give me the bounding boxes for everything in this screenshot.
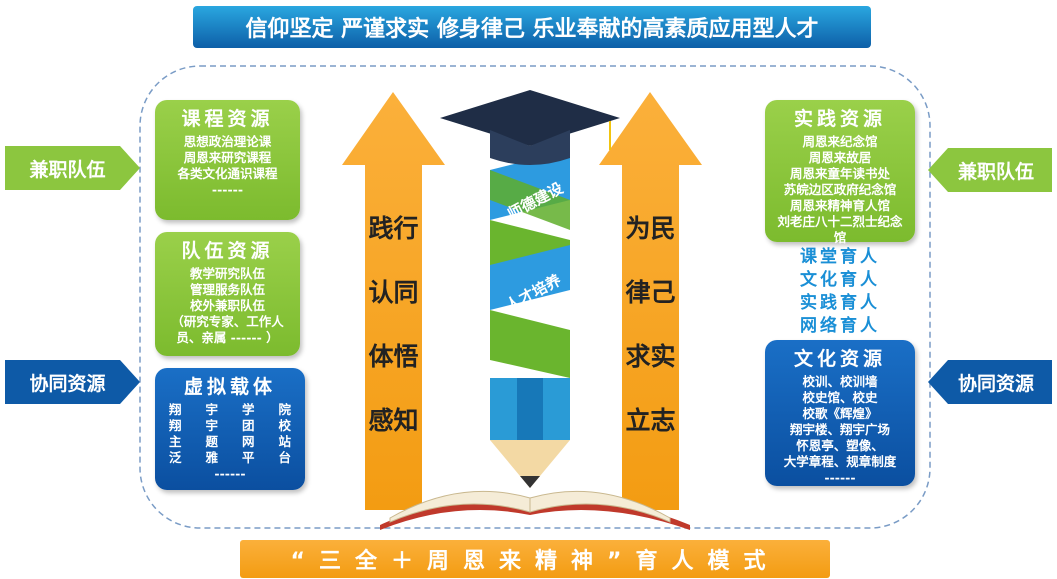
arrow-text: 践行 认同 体悟 感知 bbox=[365, 195, 422, 451]
panel-item: 翔宇团校 bbox=[169, 418, 291, 433]
side-label: 兼职队伍 bbox=[29, 158, 106, 181]
panel: 实践资源周恩来纪念馆 周恩来故居 周恩来童年读书处 苏皖边区政府纪念馆 周恩来精神育人馆… bbox=[765, 100, 915, 261]
panel-item: ------ bbox=[824, 246, 856, 261]
side-arrow bbox=[928, 148, 1052, 192]
panel-item: 怀恩亭、塑像、 bbox=[796, 438, 884, 453]
pencil-tip bbox=[490, 440, 570, 488]
panel-item: ------ bbox=[824, 470, 856, 485]
panel-item: 主题网站 bbox=[169, 434, 291, 449]
bottom-title: “三全＋周恩来精神”育人模式 bbox=[290, 549, 780, 574]
panel-item: 翔宇学院 bbox=[169, 402, 291, 417]
panel-item: 校歌《辉煌》 bbox=[802, 406, 878, 421]
panel: 虚拟载体翔宇学院 翔宇团校 主题网站 泛雅平台 ------ bbox=[155, 368, 305, 490]
panel-item: ------ bbox=[211, 182, 244, 197]
panel-title: 虚拟载体 bbox=[183, 376, 276, 398]
pencil-lead bbox=[520, 476, 540, 488]
panel-item: 校外兼职队伍 bbox=[189, 298, 265, 313]
panel-item: 周恩来精神育人馆 bbox=[789, 198, 890, 213]
panel-item: 各类文化通识课程 bbox=[177, 166, 278, 181]
book-pages bbox=[389, 490, 671, 523]
pencil-body bbox=[517, 378, 543, 440]
arrow-word: 求实 bbox=[625, 342, 676, 371]
mode-label: 实践育人 bbox=[800, 293, 880, 313]
helix-band bbox=[490, 170, 570, 230]
helix-band bbox=[490, 245, 570, 310]
panel-item: 校史馆、校史 bbox=[802, 390, 878, 405]
panel-item: 周恩来童年读书处 bbox=[789, 166, 890, 181]
panel-item: ------ bbox=[214, 466, 246, 481]
panel-title: 队伍资源 bbox=[181, 240, 274, 262]
dashed-frame bbox=[139, 65, 931, 529]
arrow-word: 认同 bbox=[368, 278, 419, 307]
panel-item: 思想政治理论课 bbox=[183, 134, 272, 149]
side-arrow bbox=[5, 360, 140, 404]
panel-item: 周恩来纪念馆 bbox=[802, 134, 878, 149]
side-label: 协同资源 bbox=[957, 372, 1034, 395]
arrow-word: 律己 bbox=[625, 278, 676, 307]
panel-title: 实践资源 bbox=[793, 108, 886, 130]
panel-title: 文化资源 bbox=[793, 348, 886, 370]
top-banner-bg bbox=[193, 6, 871, 48]
panel-item: 教学研究队伍 bbox=[189, 266, 265, 281]
grad-cap bbox=[490, 130, 570, 165]
helix-band bbox=[490, 310, 570, 378]
mode-label: 课堂育人 bbox=[800, 247, 880, 267]
panel: 文化资源校训、校训墙 校史馆、校史 校歌《辉煌》 翔宇楼、翔宇广场 怀恩亭、塑像、 大学章… bbox=[765, 340, 915, 486]
grad-cap bbox=[440, 90, 620, 146]
panel-item: 刘老庄八十二烈士纪念馆 bbox=[777, 214, 903, 245]
panel-item: 苏皖边区政府纪念馆 bbox=[783, 182, 897, 197]
orange-arrow bbox=[599, 92, 702, 510]
panel-item: 校训、校训墙 bbox=[802, 374, 878, 389]
panel: 队伍资源教学研究队伍 管理服务队伍 校外兼职队伍 （研究专家、工作人员、亲属 ----… bbox=[155, 232, 300, 356]
panel-item: （研究专家、工作人员、亲属 ------ ） bbox=[171, 314, 284, 345]
side-arrow bbox=[928, 360, 1052, 404]
panel-item: 泛雅平台 bbox=[169, 450, 291, 465]
arrow-word: 立志 bbox=[625, 406, 676, 435]
book-cover bbox=[380, 500, 690, 530]
top-title: 信仰坚定 严谨求实 修身律己 乐业奉献的高素质应用型人才 bbox=[245, 17, 819, 42]
bottom-banner-bg bbox=[240, 540, 830, 578]
mode-label: 文化育人 bbox=[800, 270, 880, 290]
arrow-word: 体悟 bbox=[368, 342, 419, 371]
mode-label: 网络育人 bbox=[800, 316, 880, 336]
arrow-word: 践行 bbox=[368, 214, 419, 243]
side-arrow bbox=[5, 146, 140, 190]
panel-item: 大学章程、规章制度 bbox=[783, 454, 897, 469]
arrow-text: 为民 律己 求实 立志 bbox=[622, 195, 679, 451]
panel-item: 翔宇楼、翔宇广场 bbox=[789, 422, 890, 437]
panel-item: 周恩来研究课程 bbox=[183, 150, 272, 165]
panel: 课程资源思想政治理论课 周恩来研究课程 各类文化通识课程 ------ bbox=[155, 100, 300, 220]
orange-arrow bbox=[342, 92, 445, 510]
arrow-word: 感知 bbox=[368, 406, 419, 435]
panel-item: 周恩来故居 bbox=[808, 150, 872, 165]
panel-title: 课程资源 bbox=[181, 108, 274, 130]
education-modes: 课堂育人文化育人实践育人网络育人 bbox=[765, 246, 915, 338]
arrow-word: 为民 bbox=[625, 214, 676, 243]
side-label: 协同资源 bbox=[29, 372, 106, 395]
side-label: 兼职队伍 bbox=[957, 160, 1034, 183]
panel-item: 管理服务队伍 bbox=[189, 282, 265, 297]
